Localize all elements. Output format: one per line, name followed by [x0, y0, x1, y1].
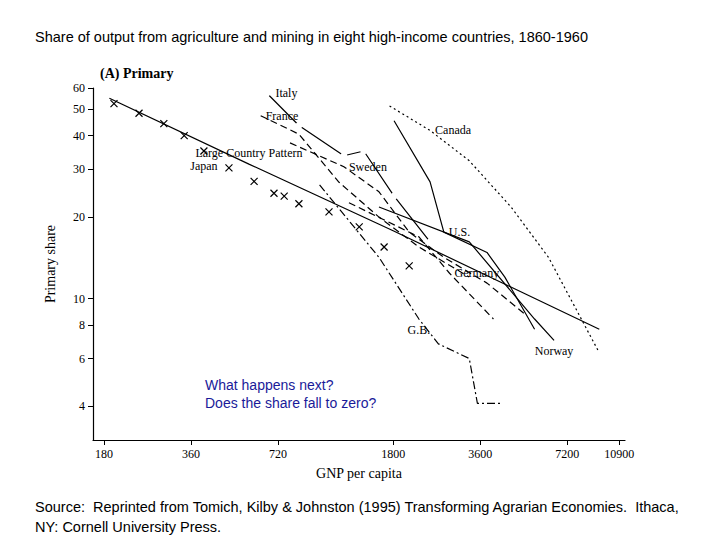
svg-text:10900: 10900: [604, 447, 634, 461]
svg-text:Large Country Pattern: Large Country Pattern: [195, 146, 302, 160]
svg-text:Italy: Italy: [275, 86, 297, 100]
svg-text:Japan: Japan: [190, 159, 217, 173]
svg-text:(A) Primary: (A) Primary: [100, 66, 173, 82]
svg-text:4: 4: [79, 399, 85, 413]
svg-text:8: 8: [79, 318, 85, 332]
svg-text:Source: Reprinted from Tomich: Source: Reprinted from Tomich, Kilby & J…: [35, 499, 683, 515]
svg-text:360: 360: [182, 447, 200, 461]
svg-text:U.S.: U.S.: [449, 225, 470, 239]
svg-text:60: 60: [73, 81, 85, 95]
svg-text:What happens next?: What happens next?: [205, 377, 334, 393]
svg-text:30: 30: [73, 162, 85, 176]
svg-text:G.B.: G.B.: [408, 323, 431, 337]
svg-text:Primary share: Primary share: [43, 225, 58, 303]
svg-text:Does the share fall to zero?: Does the share fall to zero?: [205, 395, 376, 411]
svg-text:Share of output from agricultu: Share of output from agriculture and min…: [35, 29, 588, 45]
svg-text:50: 50: [73, 102, 85, 116]
svg-text:3600: 3600: [468, 447, 492, 461]
svg-text:20: 20: [73, 210, 85, 224]
svg-text:7200: 7200: [555, 447, 579, 461]
svg-text:NY: Cornell University Press.: NY: Cornell University Press.: [35, 519, 221, 535]
svg-text:Norway: Norway: [535, 344, 574, 358]
svg-text:180: 180: [95, 447, 113, 461]
svg-text:720: 720: [269, 447, 287, 461]
svg-text:Sweden: Sweden: [349, 160, 387, 174]
svg-text:40: 40: [73, 129, 85, 143]
svg-text:Germany: Germany: [455, 266, 500, 280]
svg-text:6: 6: [79, 352, 85, 366]
svg-text:Canada: Canada: [435, 123, 472, 137]
svg-text:France: France: [266, 109, 299, 123]
svg-text:GNP per capita: GNP per capita: [316, 466, 403, 481]
svg-text:1800: 1800: [381, 447, 405, 461]
svg-text:10: 10: [73, 292, 85, 306]
